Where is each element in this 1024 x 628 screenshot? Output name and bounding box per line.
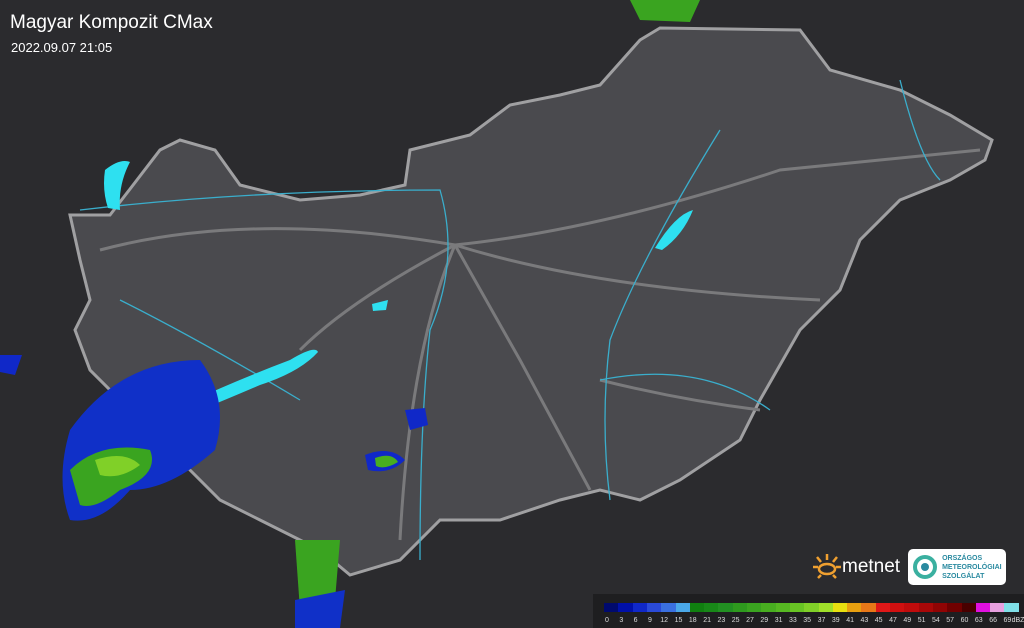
legend-label: 49 xyxy=(903,617,912,624)
lake-ferto xyxy=(104,161,130,210)
lake-tisza xyxy=(655,210,693,250)
legend-label: 18 xyxy=(688,617,697,624)
legend-swatch xyxy=(689,603,705,612)
legend-swatch xyxy=(1004,603,1020,612)
legend-swatch xyxy=(789,603,805,612)
legend-label: 43 xyxy=(860,617,869,624)
legend-label: 27 xyxy=(746,617,754,624)
legend-swatch xyxy=(618,603,634,612)
legend-label: 3 xyxy=(619,617,624,624)
legend-label: 33 xyxy=(788,617,797,624)
omsz-line-3: SZOLGÁLAT xyxy=(942,572,985,580)
legend-swatch xyxy=(918,603,934,612)
legend-swatch xyxy=(990,603,1005,612)
legend-label: 25 xyxy=(731,617,740,624)
legend-swatch xyxy=(646,603,662,612)
omsz-line-2: METEOROLÓGIAI xyxy=(942,563,1002,571)
legend-swatch xyxy=(861,603,877,612)
legend-unit: dBZ xyxy=(1011,617,1024,624)
legend-swatch xyxy=(890,603,905,612)
logos: metnet ORSZÁGOS METEOROLÓGIAI SZOLGÁLAT xyxy=(812,549,1007,585)
legend-swatch xyxy=(732,603,748,612)
legend-label: 35 xyxy=(803,617,812,624)
legend-label: 54 xyxy=(931,617,940,624)
legend-label: 41 xyxy=(846,617,854,624)
lakes xyxy=(104,161,693,408)
legend-label: 47 xyxy=(889,617,897,624)
dbz-legend: 0 3 6 9 12 15 18 21 23 25 27 29 31 33 35 37 39 41 43 45 47 49… xyxy=(593,594,1024,628)
legend-swatch xyxy=(761,603,777,612)
lake-velence xyxy=(372,300,388,311)
legend-label: 6 xyxy=(633,617,638,624)
legend-label: 23 xyxy=(717,617,726,624)
legend-label: 37 xyxy=(817,617,826,624)
roads xyxy=(99,148,981,541)
legend-label: 9 xyxy=(647,617,652,624)
legend-swatch xyxy=(818,603,834,612)
lake-balaton xyxy=(205,349,318,408)
legend-label: 29 xyxy=(760,617,769,624)
omsz-logo: ORSZÁGOS METEOROLÓGIAI SZOLGÁLAT xyxy=(908,549,1007,585)
legend-label: 31 xyxy=(774,617,783,624)
legend-label: 45 xyxy=(874,617,883,624)
omsz-line-1: ORSZÁGOS xyxy=(942,554,983,562)
legend-swatch xyxy=(932,603,948,612)
legend-swatch xyxy=(947,603,962,612)
legend-swatch xyxy=(718,603,734,612)
legend-swatch xyxy=(875,603,891,612)
legend-swatch xyxy=(961,603,977,612)
legend-label: 0 xyxy=(605,617,609,624)
legend-label: 39 xyxy=(831,617,840,624)
legend-swatch xyxy=(661,603,676,612)
swirl-icon xyxy=(913,555,938,579)
legend-swatch xyxy=(747,603,762,612)
map-timestamp: 2022.09.07 21:05 xyxy=(11,40,113,55)
legend-label: 66 xyxy=(989,617,997,624)
legend-label: 57 xyxy=(946,617,955,624)
legend-label: 69 xyxy=(1003,617,1012,624)
legend-label: 63 xyxy=(974,617,983,624)
legend-swatch xyxy=(775,603,791,612)
metnet-logo: metnet xyxy=(812,552,900,582)
legend-swatch xyxy=(675,603,691,612)
metnet-text: metnet xyxy=(842,556,901,577)
legend-swatch xyxy=(604,603,619,612)
legend-label: 21 xyxy=(703,617,711,624)
legend-swatch xyxy=(804,603,819,612)
legend-label: 60 xyxy=(960,617,969,624)
legend-swatch xyxy=(975,603,991,612)
legend-label: 51 xyxy=(917,617,926,624)
rivers xyxy=(79,79,941,561)
legend-swatch xyxy=(704,603,719,612)
legend-label: 15 xyxy=(674,617,683,624)
map-title: Magyar Kompozit CMax xyxy=(10,12,213,33)
legend-swatch xyxy=(847,603,862,612)
legend-label: 12 xyxy=(660,617,669,624)
legend-swatch xyxy=(632,603,648,612)
legend-swatch xyxy=(832,603,848,612)
radar-echoes xyxy=(0,0,700,628)
legend-swatch xyxy=(904,603,920,612)
sun-icon xyxy=(813,554,841,579)
hungary-country-area xyxy=(68,26,994,577)
